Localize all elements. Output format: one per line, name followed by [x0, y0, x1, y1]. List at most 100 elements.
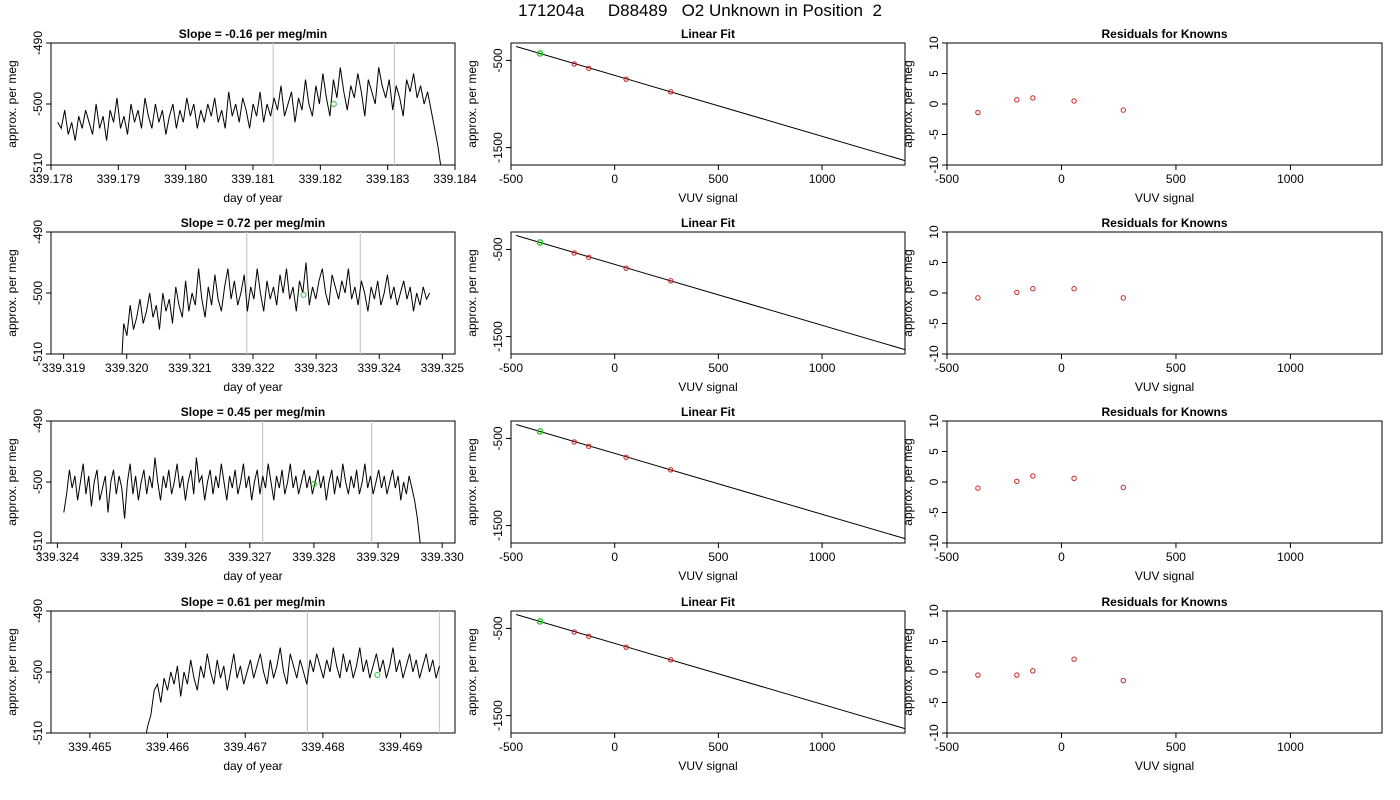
x-axis-label: day of year [223, 759, 282, 773]
plot-frame [946, 610, 1383, 734]
residual-point [1014, 478, 1020, 485]
y-tick-label: -500 [491, 616, 505, 640]
plot-area [121, 232, 431, 354]
x-tick-label: 339.183 [366, 172, 410, 186]
figure-title: 171204a D88489 O2 Unknown in Position 2 [518, 1, 882, 20]
plot-area [516, 424, 905, 540]
y-tick-label: 5 [927, 70, 941, 77]
x-tick-label: 339.181 [231, 172, 275, 186]
y-axis-label: approx. per meg [465, 438, 479, 525]
x-tick-label: 0 [1058, 172, 1065, 186]
residual-point [1071, 656, 1077, 662]
x-tick-label: 339.469 [379, 740, 423, 754]
known-point [586, 443, 592, 449]
x-tick-label: 0 [611, 550, 618, 564]
plot-area [975, 473, 1126, 491]
x-tick-label: 500 [1166, 550, 1186, 564]
panel-title: Residuals for Knowns [1101, 595, 1227, 609]
y-tick-label: 5 [927, 448, 941, 455]
x-tick-label: -500 [499, 361, 523, 375]
fit-line [516, 424, 905, 540]
x-axis-label: VUV signal [678, 759, 737, 773]
x-tick-label: 500 [708, 361, 728, 375]
x-tick-label: 1000 [1277, 361, 1304, 375]
x-tick-label: 339.322 [231, 361, 275, 375]
panel-r4-c1: Slope = 0.61 per meg/min 339.465 339.466 33… [5, 595, 456, 773]
y-tick-label: -500 [31, 660, 45, 684]
y-tick-label: -5 [927, 129, 941, 140]
x-tick-label: 339.326 [164, 550, 208, 564]
known-point [667, 89, 674, 95]
x-axis-label: VUV signal [1135, 759, 1194, 773]
series-line [145, 647, 440, 733]
x-tick-label: -500 [935, 172, 959, 186]
y-tick-label: -1500 [491, 510, 505, 541]
series-line [121, 262, 431, 354]
x-tick-label: 339.328 [292, 550, 336, 564]
x-tick-label: 339.325 [421, 361, 465, 375]
known-point [667, 657, 674, 663]
residual-point [975, 485, 981, 491]
residual-point [1071, 98, 1077, 104]
x-tick-label: 339.323 [294, 361, 338, 375]
y-tick-label: -500 [31, 92, 45, 116]
x-tick-label: 339.467 [224, 740, 268, 754]
plot-area [516, 235, 905, 351]
x-axis-label: VUV signal [678, 380, 737, 394]
y-axis-label: approx. per meg [5, 249, 19, 336]
x-tick-label: 0 [1058, 361, 1065, 375]
y-tick-label: -10 [927, 156, 941, 174]
known-point [623, 644, 629, 650]
series-line [57, 67, 442, 165]
x-tick-label: -500 [935, 740, 959, 754]
panel-title: Residuals for Knowns [1101, 216, 1227, 230]
x-tick-label: 339.184 [433, 172, 477, 186]
fit-line [516, 614, 905, 730]
x-tick-label: 0 [611, 172, 618, 186]
y-tick-label: 0 [927, 478, 941, 485]
y-tick-label: -510 [31, 721, 45, 745]
unknown-marker [330, 101, 337, 107]
panel-r2-c3: Residuals for Knowns -500 0 500 1000 -10 -5 0 5 1… [901, 216, 1383, 394]
known-point [571, 61, 577, 67]
x-tick-label: 339.320 [105, 361, 149, 375]
x-axis-label: VUV signal [678, 191, 737, 205]
known-point [623, 76, 629, 82]
y-axis-label: approx. per meg [901, 249, 915, 336]
residual-point [1030, 95, 1036, 101]
y-tick-label: -500 [491, 237, 505, 261]
panel-title: Linear Fit [681, 405, 735, 419]
y-tick-label: -500 [491, 426, 505, 450]
x-tick-label: 339.178 [29, 172, 73, 186]
residual-point [1120, 295, 1126, 301]
y-tick-label: -10 [927, 724, 941, 742]
known-point [586, 633, 592, 639]
unknown-marker [300, 291, 307, 298]
residual-point [975, 295, 981, 301]
x-tick-label: 1000 [1277, 740, 1304, 754]
panel-title: Linear Fit [681, 27, 735, 41]
x-tick-label: 339.179 [97, 172, 141, 186]
known-point [667, 278, 674, 284]
plot-area [516, 614, 905, 730]
plot-area [975, 286, 1126, 301]
y-tick-label: -500 [31, 281, 45, 305]
known-point [571, 439, 577, 445]
plot-frame [946, 231, 1383, 355]
y-axis-label: approx. per meg [901, 60, 915, 147]
y-tick-label: 10 [927, 36, 941, 50]
residual-point [1120, 484, 1126, 491]
y-axis-label: approx. per meg [465, 60, 479, 147]
known-point [586, 65, 592, 71]
y-tick-label: -1500 [491, 700, 505, 731]
residual-point [1120, 677, 1126, 684]
plot-frame [946, 420, 1383, 544]
x-axis-label: day of year [223, 380, 282, 394]
x-tick-label: 1000 [809, 740, 836, 754]
x-tick-label: 339.321 [168, 361, 212, 375]
x-tick-label: 500 [1166, 361, 1186, 375]
x-tick-label: 1000 [1277, 172, 1304, 186]
x-tick-label: 339.466 [146, 740, 190, 754]
y-tick-label: -5 [927, 318, 941, 329]
known-point [586, 254, 592, 260]
